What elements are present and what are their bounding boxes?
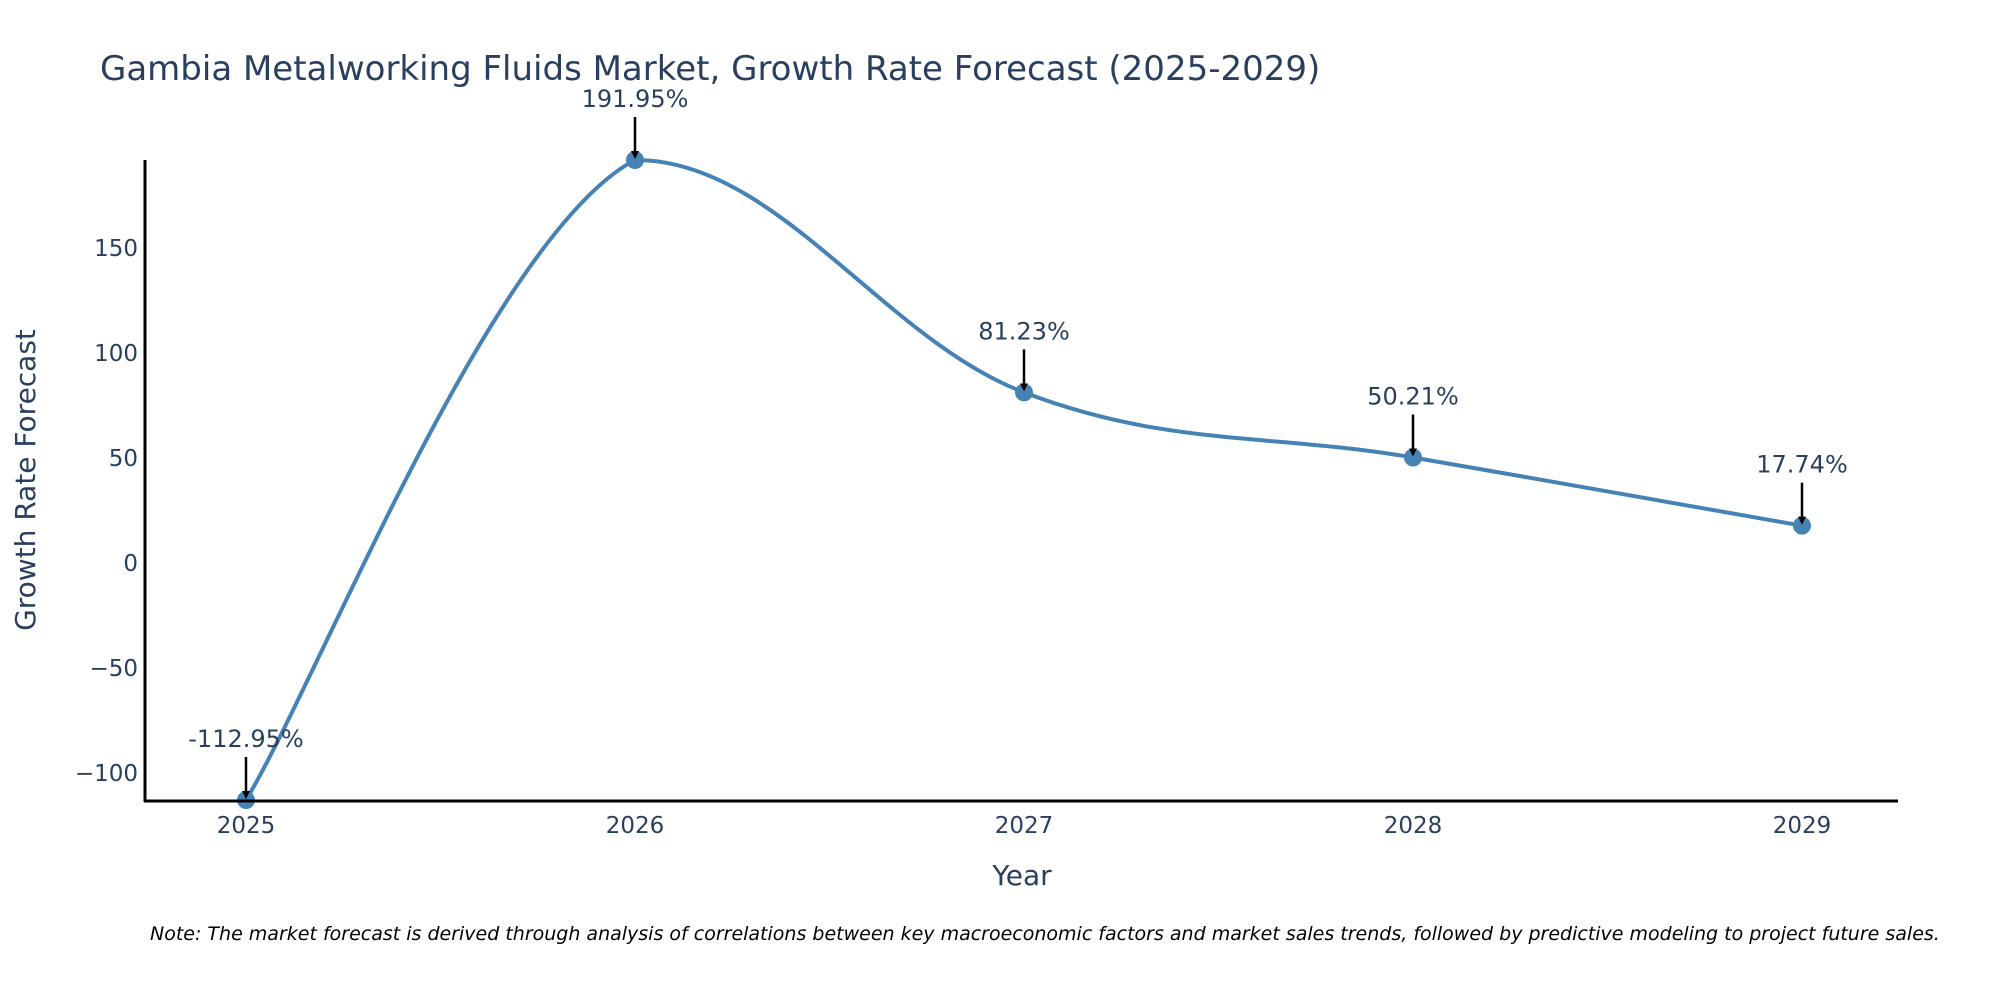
x-tick-label: 2025	[217, 813, 276, 839]
x-tick-labels: 2025 2026 2027 2028 2029	[217, 813, 1832, 839]
y-tick-label: 100	[94, 341, 138, 367]
x-tick-label: 2026	[606, 813, 665, 839]
data-point-2028	[1404, 448, 1422, 467]
chart-title: Gambia Metalworking Fluids Market, Growt…	[100, 49, 1320, 89]
y-tick-label: −100	[75, 761, 138, 787]
y-tick-label: 0	[123, 551, 138, 577]
x-tick-label: 2029	[1773, 813, 1832, 839]
data-label-2025: -112.95%	[188, 725, 303, 753]
data-point-2027	[1015, 383, 1033, 402]
y-axis-title: Growth Rate Forecast	[9, 329, 42, 631]
label-layer: -112.95% 191.95% 81.23% 50.21% 17.74%	[188, 85, 1848, 799]
data-label-2028: 50.21%	[1367, 383, 1459, 411]
data-point-2029	[1793, 516, 1811, 535]
x-tick-label: 2027	[995, 813, 1054, 839]
x-tick-label: 2028	[1384, 813, 1443, 839]
data-label-2027: 81.23%	[978, 317, 1070, 345]
y-tick-label: −50	[89, 656, 138, 682]
y-tick-label: 50	[109, 446, 138, 472]
series-line	[244, 158, 1804, 802]
series-layer	[237, 151, 1811, 809]
data-label-2029: 17.74%	[1756, 451, 1848, 479]
y-tick-labels: −100 −50 0 50 100 150	[75, 236, 138, 787]
data-point-2026	[626, 151, 644, 169]
data-label-2026: 191.95%	[582, 85, 689, 113]
footnote: Note: The market forecast is derived thr…	[150, 923, 1940, 945]
y-tick-label: 150	[94, 236, 138, 262]
x-axis-title: Year	[991, 859, 1052, 892]
